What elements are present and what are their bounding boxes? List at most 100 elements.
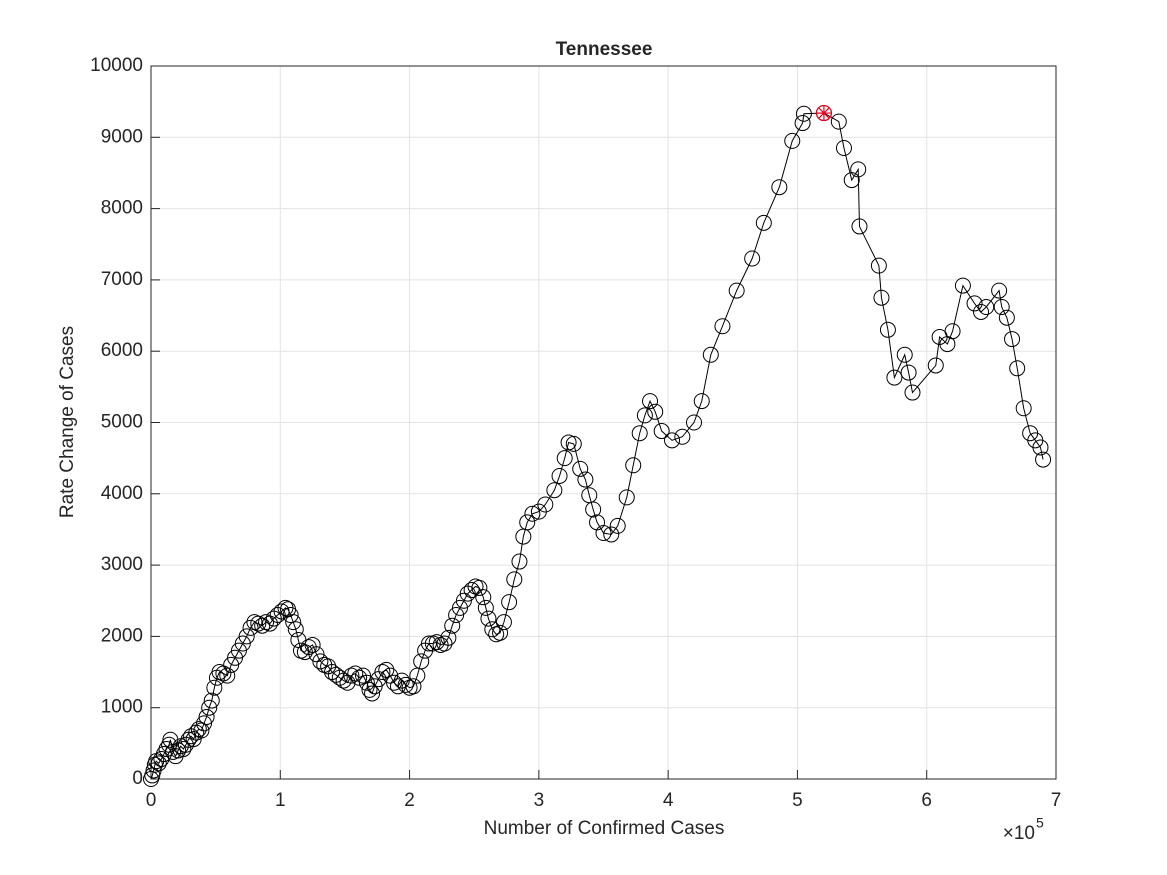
- data-point: [386, 674, 403, 691]
- x-axis-label: Number of Confirmed Cases: [484, 818, 725, 839]
- data-point: [693, 393, 710, 410]
- data-point: [196, 715, 213, 732]
- data-point: [364, 685, 381, 702]
- data-point: [631, 425, 648, 442]
- data-point: [287, 621, 304, 638]
- data-point: [477, 599, 494, 616]
- axes-box: [150, 65, 1057, 780]
- data-point: [714, 318, 731, 335]
- y-tick-label: 1000: [101, 697, 143, 718]
- y-tick-label: 2000: [101, 625, 143, 646]
- data-point: [973, 303, 990, 320]
- data-point: [304, 636, 321, 653]
- data-point: [991, 282, 1008, 299]
- data-point: [784, 132, 801, 149]
- data-point: [203, 692, 220, 709]
- data-point: [273, 603, 290, 620]
- x-tick-label: 6: [921, 790, 932, 811]
- y-tick-label: 10000: [90, 55, 143, 76]
- data-point: [642, 393, 659, 410]
- data-point: [492, 624, 509, 641]
- y-tick-label: 7000: [101, 269, 143, 290]
- data-point: [524, 505, 541, 522]
- data-point: [873, 289, 890, 306]
- data-point: [572, 460, 589, 477]
- data-point: [201, 699, 218, 716]
- data-point: [1035, 451, 1052, 468]
- data-point: [190, 721, 207, 738]
- data-point: [636, 407, 653, 424]
- y-tick-label: 5000: [101, 412, 143, 433]
- data-point: [577, 471, 594, 488]
- x-tick-label: 7: [1051, 790, 1062, 811]
- data-point: [206, 679, 223, 696]
- y-tick-label: 9000: [101, 126, 143, 147]
- data-point: [331, 669, 348, 686]
- data-point: [896, 346, 913, 363]
- data-point: [771, 179, 788, 196]
- data-point: [428, 634, 445, 651]
- data-point: [1032, 439, 1049, 456]
- data-point: [312, 653, 329, 670]
- data-point: [475, 589, 492, 606]
- data-point: [551, 467, 568, 484]
- data-point: [870, 257, 887, 274]
- data-point: [585, 501, 602, 518]
- data-point: [162, 731, 179, 748]
- data-point: [150, 755, 167, 772]
- data-point: [358, 674, 375, 691]
- data-point: [978, 298, 995, 315]
- x-multiplier: ×10: [1003, 823, 1035, 844]
- data-point: [405, 678, 422, 695]
- data-point: [351, 669, 368, 686]
- data-point: [198, 708, 215, 725]
- data-point: [537, 496, 554, 513]
- y-tick-label: 6000: [101, 340, 143, 361]
- chart-title: Tennessee: [556, 39, 653, 60]
- x-tick-label: 3: [534, 790, 545, 811]
- x-exponent: 5: [1036, 815, 1044, 831]
- data-point: [444, 617, 461, 634]
- data-point: [851, 218, 868, 235]
- data-point: [175, 741, 192, 758]
- data-point: [335, 672, 352, 689]
- data-point: [702, 346, 719, 363]
- data-point: [484, 621, 501, 638]
- x-tick-label: 2: [404, 790, 415, 811]
- data-point: [755, 214, 772, 231]
- data-point: [420, 635, 437, 652]
- data-point: [374, 664, 391, 681]
- data-point: [361, 681, 378, 698]
- data-point: [546, 482, 563, 499]
- data-point: [282, 607, 299, 624]
- data-point: [944, 323, 961, 340]
- y-axis-label: Rate Change of Cases: [57, 326, 78, 518]
- data-point: [609, 517, 626, 534]
- data-point: [440, 629, 457, 646]
- highlight-point: [815, 104, 833, 122]
- x-tick-label: 4: [663, 790, 674, 811]
- data-point: [653, 423, 670, 440]
- data-point: [686, 414, 702, 431]
- data-point: [618, 489, 635, 506]
- x-tick-label: 5: [792, 790, 803, 811]
- data-point: [625, 457, 642, 474]
- data-point: [886, 369, 903, 386]
- data-point: [1004, 331, 1021, 348]
- data-point: [835, 139, 852, 156]
- data-point: [1015, 400, 1032, 417]
- y-tick-label: 8000: [101, 198, 143, 219]
- data-point: [347, 665, 364, 682]
- data-point: [343, 667, 360, 684]
- data-point: [565, 435, 582, 452]
- x-tick-label: 0: [146, 790, 157, 811]
- data-point: [495, 614, 512, 631]
- y-tick-label: 3000: [101, 554, 143, 575]
- data-point: [998, 309, 1015, 326]
- data-point: [728, 282, 745, 299]
- data-point: [556, 450, 573, 467]
- data-point: [242, 619, 259, 636]
- data-point: [966, 295, 983, 312]
- data-point: [506, 571, 523, 588]
